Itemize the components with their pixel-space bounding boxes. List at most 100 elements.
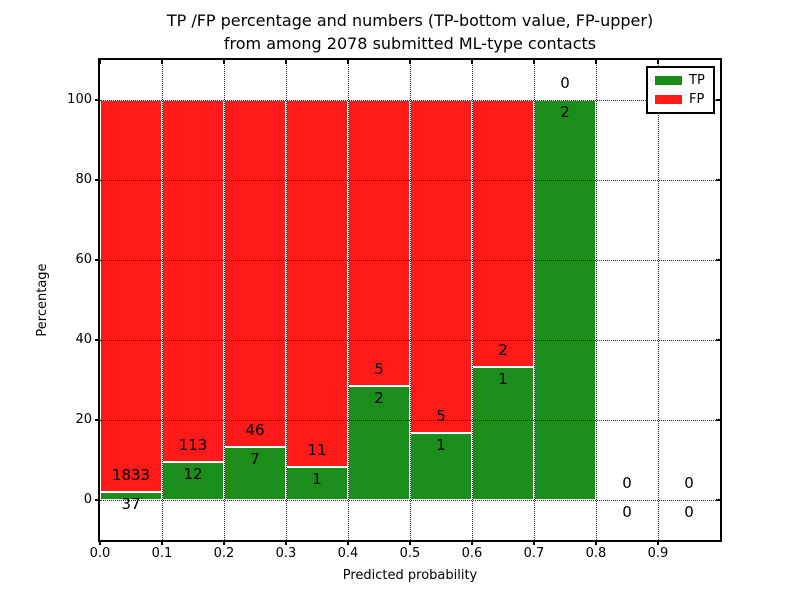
fp-bar-segment <box>224 100 286 448</box>
fp-bar-segment <box>100 100 162 493</box>
tp-bar-segment <box>286 466 348 500</box>
x-tick-label: 0.6 <box>461 546 483 561</box>
y-tick-label: 0 <box>83 492 92 507</box>
tp-count-label: 1 <box>498 369 508 388</box>
y-tick-mark-right <box>716 259 720 261</box>
legend-item-tp: TP <box>655 73 713 88</box>
x-tick-mark <box>161 540 163 545</box>
legend-label-tp: TP <box>689 73 705 88</box>
fp-count-label: 1833 <box>111 466 151 485</box>
x-tick-mark-top <box>223 60 225 64</box>
x-tick-mark-top <box>595 60 597 64</box>
fp-count-label: 2 <box>498 340 508 359</box>
x-tick-mark <box>409 540 411 545</box>
x-gridline <box>472 60 473 540</box>
y-tick-label: 80 <box>75 172 92 187</box>
tp-count-label: 7 <box>250 450 260 469</box>
x-tick-mark <box>99 540 101 545</box>
y-tick-label: 20 <box>75 412 92 427</box>
y-tick-label: 60 <box>75 252 92 267</box>
x-tick-mark-top <box>409 60 411 64</box>
y-tick-mark <box>95 259 100 261</box>
tp-swatch-icon <box>655 76 682 85</box>
fp-bar-segment <box>410 100 472 434</box>
fp-count-label: 0 <box>622 474 632 492</box>
y-tick-mark-right <box>716 499 720 501</box>
y-tick-label: 100 <box>67 92 92 107</box>
fp-count-label: 0 <box>684 474 694 492</box>
x-tick-mark <box>657 540 659 545</box>
x-tick-label: 0.8 <box>585 546 607 561</box>
x-tick-mark-top <box>99 60 101 64</box>
y-tick-mark <box>95 339 100 341</box>
fp-count-label: 113 <box>178 435 208 454</box>
tp-count-label: 12 <box>183 464 203 483</box>
x-gridline <box>286 60 287 540</box>
x-gridline <box>596 60 597 540</box>
x-tick-mark <box>223 540 225 545</box>
fp-swatch-icon <box>655 95 682 104</box>
chart-title: TP /FP percentage and numbers (TP-bottom… <box>110 9 710 55</box>
x-tick-label: 0.2 <box>213 546 235 561</box>
fp-bar-segment <box>472 100 534 367</box>
fp-count-label: 11 <box>307 440 327 459</box>
x-tick-mark-top <box>657 60 659 64</box>
x-tick-mark-top <box>285 60 287 64</box>
x-tick-mark <box>595 540 597 545</box>
fp-count-label: 0 <box>560 74 570 92</box>
y-tick-label: 40 <box>75 332 92 347</box>
chart-title-line1: TP /FP percentage and numbers (TP-bottom… <box>166 11 654 30</box>
tp-bar-segment <box>534 100 596 500</box>
x-tick-label: 0.7 <box>523 546 545 561</box>
x-axis-label: Predicted probability <box>342 568 478 583</box>
x-tick-label: 0.3 <box>275 546 297 561</box>
y-tick-mark <box>95 179 100 181</box>
y-tick-mark-right <box>716 179 720 181</box>
x-tick-mark-top <box>347 60 349 64</box>
legend-item-fp: FP <box>655 92 713 107</box>
fp-count-label: 5 <box>374 359 384 378</box>
legend: TP FP <box>646 66 715 114</box>
x-tick-mark <box>471 540 473 545</box>
fp-count-label: 46 <box>245 421 265 440</box>
x-tick-mark-top <box>161 60 163 64</box>
y-tick-mark-right <box>716 339 720 341</box>
tp-count-label: 1 <box>312 469 322 488</box>
fp-bar-segment <box>162 100 224 462</box>
x-tick-label: 0.9 <box>647 546 669 561</box>
legend-label-fp: FP <box>689 92 705 107</box>
x-gridline <box>658 60 659 540</box>
chart-title-line2: from among 2078 submitted ML-type contac… <box>223 34 597 53</box>
tp-bar-segment <box>224 447 286 500</box>
tp-count-label: 2 <box>560 103 570 121</box>
tp-bar-segment <box>100 492 162 500</box>
x-tick-mark <box>285 540 287 545</box>
x-gridline <box>224 60 225 540</box>
x-gridline <box>162 60 163 540</box>
x-tick-label: 0.4 <box>337 546 359 561</box>
fp-bar-segment <box>348 100 410 386</box>
fp-bar-segment <box>286 100 348 467</box>
y-tick-mark-right <box>716 419 720 421</box>
x-tick-mark-top <box>533 60 535 64</box>
y-tick-mark <box>95 99 100 101</box>
y-axis-label: Percentage <box>35 263 50 337</box>
x-tick-mark <box>347 540 349 545</box>
x-gridline <box>410 60 411 540</box>
tp-count-label: 1 <box>436 436 446 455</box>
y-tick-mark <box>95 419 100 421</box>
x-gridline <box>534 60 535 540</box>
tp-count-label: 37 <box>121 495 141 514</box>
x-tick-label: 0.0 <box>89 546 111 561</box>
fp-count-label: 5 <box>436 407 446 426</box>
x-gridline <box>348 60 349 540</box>
tp-bar-segment <box>162 461 224 500</box>
y-tick-mark-right <box>716 99 720 101</box>
y-tick-mark <box>95 499 100 501</box>
x-tick-mark <box>533 540 535 545</box>
tp-count-label: 0 <box>622 503 632 521</box>
x-tick-mark-top <box>471 60 473 64</box>
x-tick-label: 0.5 <box>399 546 421 561</box>
tp-count-label: 0 <box>684 503 694 521</box>
